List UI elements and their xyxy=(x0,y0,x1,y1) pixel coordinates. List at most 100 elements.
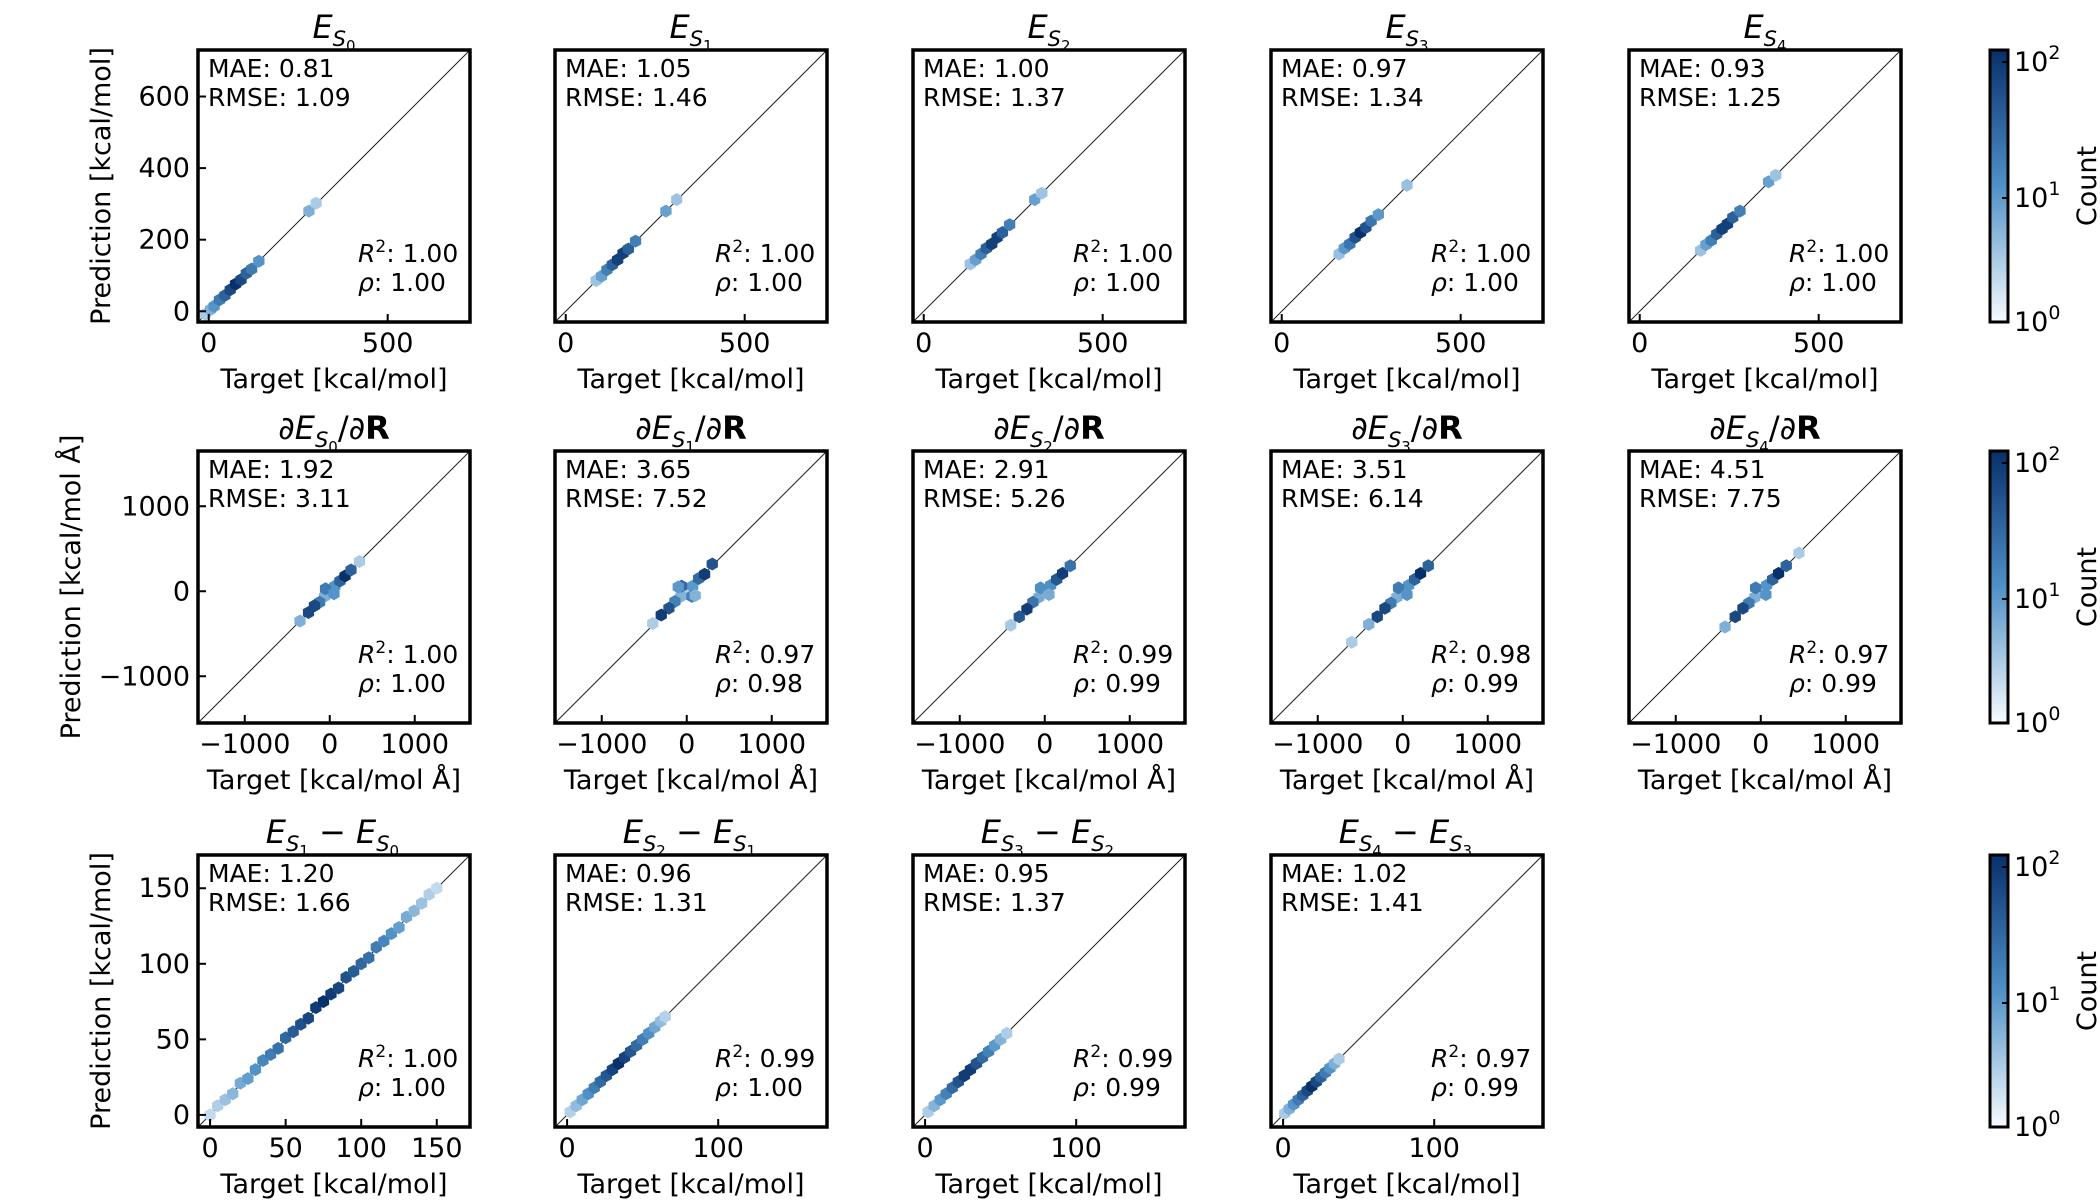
rho-stat: ρ: 1.00 xyxy=(1789,268,1877,297)
hexbin-layer xyxy=(964,186,1048,271)
hexbin-layer xyxy=(1279,1052,1345,1120)
y-tick-label: 100 xyxy=(138,949,190,980)
mae-stat: MAE: 0.97 xyxy=(1281,54,1408,83)
axes-frame xyxy=(911,48,1187,324)
r2-stat: R2: 1.00 xyxy=(358,638,458,669)
hexbin-layer xyxy=(922,1026,1013,1119)
x-axis-label: Target [kcal/mol] xyxy=(1650,364,1878,395)
mae-stat: MAE: 1.05 xyxy=(565,54,692,83)
hexbin-cell xyxy=(1734,204,1746,218)
hexbin-layer xyxy=(199,196,322,321)
hexbin-layer xyxy=(204,881,443,1122)
hexbin-cell xyxy=(310,196,322,210)
hexbin-layer xyxy=(1719,546,1805,634)
colorbar-gradient xyxy=(1988,48,2010,324)
rmse-stat: RMSE: 3.11 xyxy=(208,484,351,513)
rho-stat: ρ: 0.99 xyxy=(1073,669,1161,698)
rmse-stat: RMSE: 6.14 xyxy=(1281,484,1424,513)
hexbin-cell xyxy=(319,582,332,596)
hexbin-cell xyxy=(1422,559,1434,573)
axes-frame xyxy=(553,853,829,1129)
hexbin-cell xyxy=(1372,208,1384,222)
colorbar-label: Count xyxy=(2072,951,2100,1031)
rho-stat: ρ: 0.99 xyxy=(1431,669,1519,698)
axes-frame xyxy=(196,449,472,725)
hexbin-cell xyxy=(1363,617,1375,631)
x-tick-label: 1000 xyxy=(1811,729,1880,760)
y-tick-label: 600 xyxy=(138,82,190,113)
x-tick-label: 1000 xyxy=(1453,729,1522,760)
axes-frame xyxy=(1269,48,1545,324)
hexbin-cell xyxy=(272,1041,284,1055)
colorbar-gradient xyxy=(1988,449,2010,725)
hexbin-cell xyxy=(1021,602,1033,616)
hexbin-layer xyxy=(1005,559,1076,632)
rho-stat: ρ: 1.00 xyxy=(715,268,803,297)
rho-stat: ρ: 1.00 xyxy=(358,268,446,297)
x-axis-label: Target [kcal/mol Å] xyxy=(1279,764,1534,796)
x-tick-label: −1000 xyxy=(914,729,1005,760)
x-axis-label: Target [kcal/mol] xyxy=(219,1169,447,1200)
mae-stat: MAE: 0.96 xyxy=(565,859,692,888)
y-axis-label: Prediction [kcal/mol] xyxy=(86,47,117,325)
x-tick-label: 500 xyxy=(1793,328,1845,359)
y-axis-label: Prediction [kcal/mol Å] xyxy=(55,435,87,740)
hexbin-cell xyxy=(302,606,315,619)
y-tick-label: 1000 xyxy=(121,491,190,522)
y-tick-label: 50 xyxy=(156,1024,190,1055)
r2-stat: R2: 1.00 xyxy=(1073,237,1173,268)
y-tick-label: 200 xyxy=(138,225,190,256)
x-tick-label: 0 xyxy=(1036,729,1053,760)
rho-stat: ρ: 0.99 xyxy=(1789,669,1877,698)
rmse-stat: RMSE: 1.66 xyxy=(208,888,351,917)
rmse-stat: RMSE: 1.37 xyxy=(923,83,1066,112)
hexbin-cell xyxy=(227,1087,239,1101)
x-axis-label: Target [kcal/mol Å] xyxy=(563,764,818,796)
mae-stat: MAE: 1.92 xyxy=(208,455,335,484)
x-tick-label: 100 xyxy=(692,1133,744,1164)
hexbin-cell xyxy=(303,204,315,218)
x-tick-label: 0 xyxy=(1631,328,1648,359)
x-tick-label: 100 xyxy=(335,1133,387,1164)
hexbin-cell xyxy=(1064,559,1076,573)
hexbin-cell xyxy=(1333,1052,1345,1066)
panel-2-0: 0 50 100 150 0 50 100 150 Target [kcal/mol] Predi… xyxy=(86,813,472,1200)
panel-title: ES1 − ES0 xyxy=(266,813,403,860)
colorbar-gradient xyxy=(1988,853,2010,1129)
panel-title: ES0 xyxy=(312,8,355,55)
x-tick-label: 0 xyxy=(678,729,695,760)
axes-frame xyxy=(1269,853,1545,1129)
x-tick-label: 0 xyxy=(1274,1133,1291,1164)
colorbar-tick-label: 102 xyxy=(2014,847,2060,883)
x-tick-label: 1000 xyxy=(1095,729,1164,760)
mae-stat: MAE: 1.20 xyxy=(208,859,335,888)
x-tick-label: 0 xyxy=(201,1133,218,1164)
hexbin-cell xyxy=(647,617,659,630)
mae-stat: MAE: 1.00 xyxy=(923,54,1050,83)
panel-2-3: 0 100 Target [kcal/mol] ES4 − ES3 MAE: 1.02… xyxy=(1269,813,1545,1200)
y-tick-label: 400 xyxy=(138,153,190,184)
hexbin-cell xyxy=(659,1010,671,1024)
hexbin-layer xyxy=(1333,178,1413,261)
hexbin-cell xyxy=(660,204,672,218)
x-tick-label: 0 xyxy=(1752,729,1769,760)
panel-1-2: −1000 0 1000 Target [kcal/mol Å] ∂ES2/∂RMAE:… xyxy=(911,409,1187,796)
hexbin-cell xyxy=(1392,581,1405,595)
panel-title: ES3 xyxy=(1385,8,1428,55)
panel-title: ∂ES1/∂R xyxy=(635,409,747,456)
x-tick-label: 0 xyxy=(916,1133,933,1164)
r2-stat: R2: 1.00 xyxy=(715,237,815,268)
hexbin-cell xyxy=(672,580,684,594)
hexbin-cell xyxy=(1013,610,1025,624)
hexbin-cell xyxy=(242,1072,254,1086)
mae-stat: MAE: 0.95 xyxy=(923,859,1050,888)
hexbin-cell xyxy=(294,614,306,628)
hexbin-cell xyxy=(246,262,258,276)
y-tick-label: 0 xyxy=(173,576,190,607)
x-tick-label: 150 xyxy=(411,1133,463,1164)
hexbin-cell xyxy=(393,921,405,934)
rmse-stat: RMSE: 1.37 xyxy=(923,888,1066,917)
hexbin-cell xyxy=(706,557,718,571)
r2-stat: R2: 0.99 xyxy=(1073,1042,1173,1073)
colorbar-tick-label: 101 xyxy=(2014,983,2060,1019)
